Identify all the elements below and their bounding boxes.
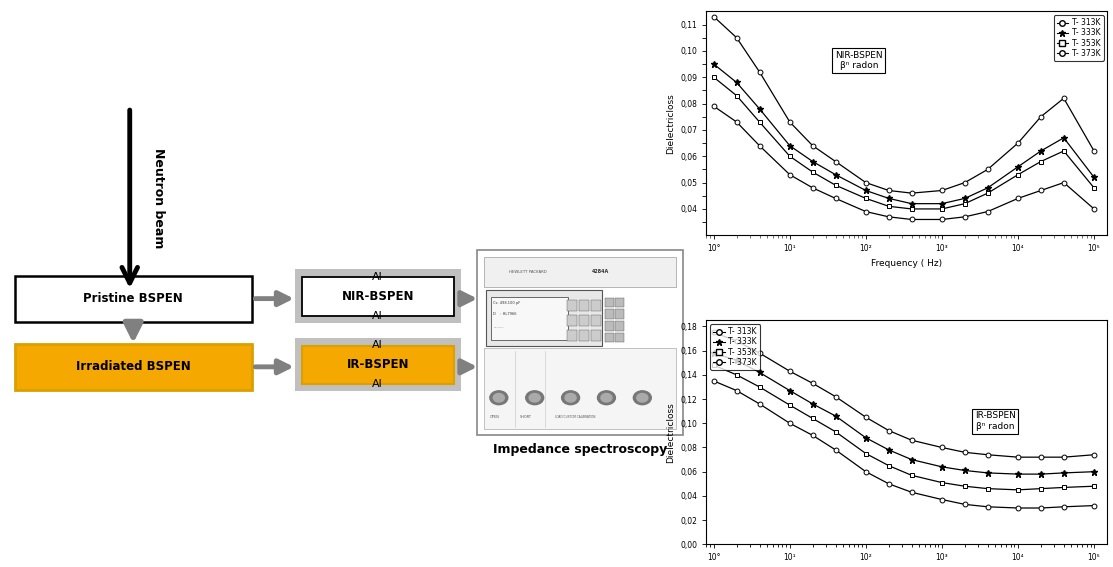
Circle shape — [493, 393, 504, 402]
Text: Al: Al — [373, 340, 383, 350]
Circle shape — [598, 391, 615, 405]
Circle shape — [601, 393, 612, 402]
FancyBboxPatch shape — [579, 329, 589, 341]
FancyBboxPatch shape — [16, 344, 252, 390]
Text: Cs: 498.100 pF: Cs: 498.100 pF — [493, 302, 521, 306]
Legend: T- 313K, T- 333K, T- 353K, T- 373K: T- 313K, T- 333K, T- 353K, T- 373K — [1054, 15, 1104, 61]
Text: Al: Al — [373, 272, 383, 282]
Text: Neutron beam: Neutron beam — [151, 147, 165, 248]
Text: D    : HL7966: D : HL7966 — [493, 312, 516, 316]
FancyBboxPatch shape — [568, 315, 578, 327]
Text: IR-BSPEN
βⁿ radon: IR-BSPEN βⁿ radon — [975, 412, 1015, 431]
Circle shape — [637, 393, 648, 402]
FancyBboxPatch shape — [568, 329, 578, 341]
Y-axis label: Dielectricloss: Dielectricloss — [666, 402, 674, 463]
Text: Irradiated BSPEN: Irradiated BSPEN — [76, 361, 190, 373]
Text: NIR-BSPEN
βⁿ radon: NIR-BSPEN βⁿ radon — [835, 51, 883, 70]
FancyBboxPatch shape — [579, 315, 589, 327]
Text: NIR-BSPEN: NIR-BSPEN — [342, 290, 414, 303]
Text: SHORT: SHORT — [520, 416, 532, 420]
FancyBboxPatch shape — [484, 257, 676, 287]
FancyBboxPatch shape — [579, 300, 589, 311]
Text: 4284A: 4284A — [592, 269, 609, 274]
FancyBboxPatch shape — [614, 298, 623, 307]
Text: IR-BSPEN: IR-BSPEN — [346, 358, 408, 371]
Text: Impedance spectroscopy: Impedance spectroscopy — [493, 443, 668, 456]
FancyBboxPatch shape — [568, 300, 578, 311]
Circle shape — [525, 391, 543, 405]
FancyBboxPatch shape — [491, 297, 568, 340]
FancyBboxPatch shape — [605, 333, 614, 342]
FancyBboxPatch shape — [614, 309, 623, 319]
FancyBboxPatch shape — [295, 269, 461, 323]
FancyBboxPatch shape — [302, 277, 454, 316]
Text: OPEN: OPEN — [490, 416, 500, 420]
Circle shape — [562, 391, 580, 405]
Text: Pristine BSPEN: Pristine BSPEN — [83, 292, 183, 305]
FancyBboxPatch shape — [614, 333, 623, 342]
FancyBboxPatch shape — [16, 276, 252, 321]
FancyBboxPatch shape — [591, 315, 601, 327]
Text: HEWLETT PACKARD: HEWLETT PACKARD — [509, 270, 546, 274]
Circle shape — [565, 393, 577, 402]
Circle shape — [529, 393, 540, 402]
X-axis label: Frequency ( Hz): Frequency ( Hz) — [871, 259, 943, 268]
FancyBboxPatch shape — [591, 329, 601, 341]
FancyBboxPatch shape — [605, 298, 614, 307]
Text: LOAD/CUSTOM CALIBRATION: LOAD/CUSTOM CALIBRATION — [554, 416, 595, 420]
Text: Al: Al — [373, 379, 383, 390]
FancyBboxPatch shape — [605, 321, 614, 331]
FancyBboxPatch shape — [295, 337, 461, 391]
FancyBboxPatch shape — [485, 290, 602, 345]
FancyBboxPatch shape — [591, 300, 601, 311]
Text: Al: Al — [373, 311, 383, 321]
Text: ______: ______ — [493, 325, 504, 329]
FancyBboxPatch shape — [614, 321, 623, 331]
Circle shape — [633, 391, 651, 405]
FancyBboxPatch shape — [484, 348, 676, 429]
Legend: T- 313K, T- 333K, T- 353K, T- 373K: T- 313K, T- 333K, T- 353K, T- 373K — [710, 324, 760, 370]
FancyBboxPatch shape — [302, 345, 454, 384]
Circle shape — [490, 391, 508, 405]
FancyBboxPatch shape — [477, 250, 683, 434]
Y-axis label: Dielectricloss: Dielectricloss — [666, 93, 674, 154]
FancyBboxPatch shape — [605, 309, 614, 319]
